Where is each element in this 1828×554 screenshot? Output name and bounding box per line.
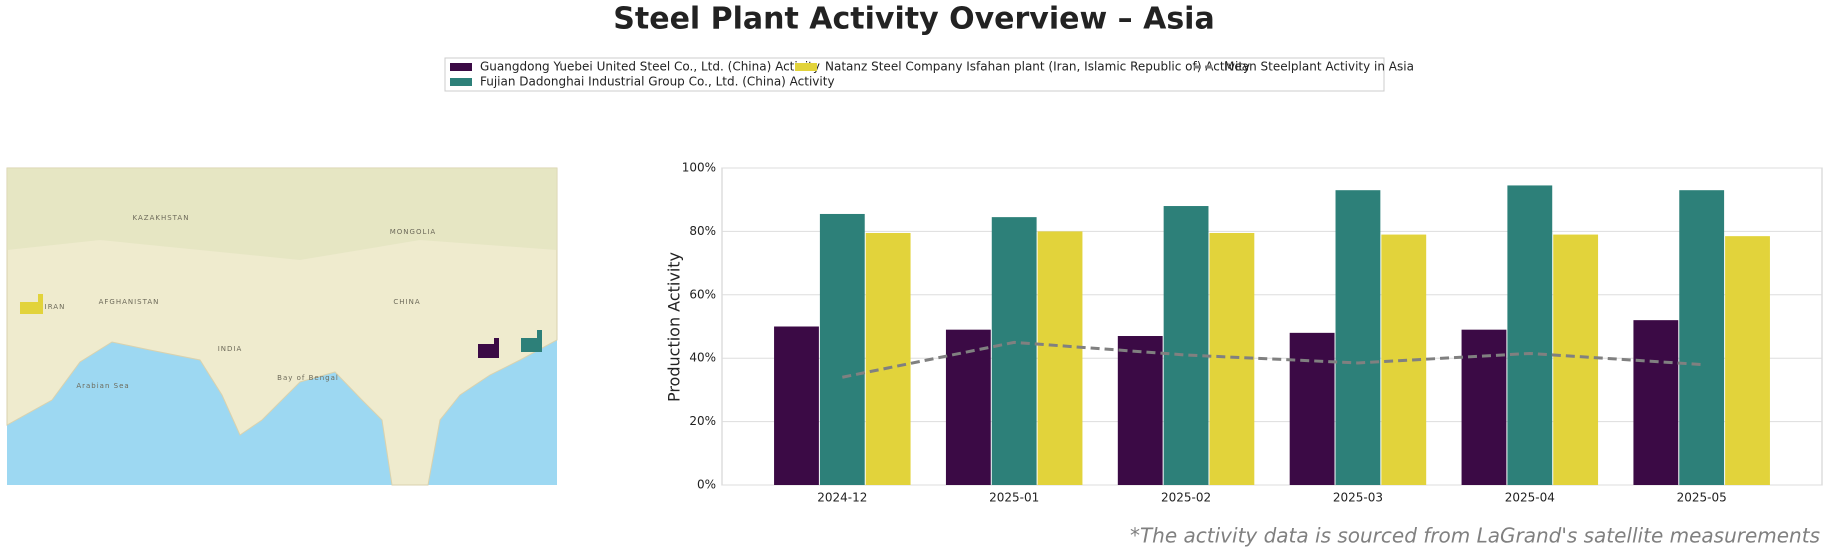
y-tick-label: 0% — [697, 478, 716, 492]
bar — [1037, 231, 1083, 485]
y-tick-label: 100% — [682, 161, 716, 175]
bar — [1507, 185, 1553, 485]
y-tick-label: 80% — [689, 224, 716, 238]
x-tick-label: 2025-05 — [1677, 491, 1727, 505]
legend-label: Fujian Dadonghai Industrial Group Co., L… — [480, 75, 835, 89]
factory-icon — [20, 294, 43, 314]
bar — [1725, 236, 1770, 485]
bar — [1163, 206, 1209, 486]
legend-box — [444, 57, 1385, 92]
map-label: AFGHANISTAN — [99, 298, 160, 306]
x-tick-label: 2025-03 — [1333, 491, 1383, 505]
y-axis-label: Production Activity — [665, 252, 684, 402]
footnote: *The activity data is sourced from LaGra… — [1130, 524, 1820, 548]
bar — [865, 232, 911, 485]
map-label: CHINA — [393, 298, 420, 306]
bar — [1461, 329, 1507, 485]
legend-label: Guangdong Yuebei United Steel Co., Ltd. … — [480, 60, 820, 74]
map — [6, 167, 558, 486]
x-tick-label: 2025-04 — [1505, 491, 1555, 505]
y-tick-label: 20% — [689, 414, 716, 428]
bar — [774, 326, 819, 485]
map-label: IRAN — [45, 303, 66, 311]
bar — [819, 213, 865, 485]
legend-label: Natanz Steel Company Isfahan plant (Iran… — [825, 60, 1250, 74]
bar — [1117, 336, 1163, 485]
x-tick-label: 2025-01 — [989, 491, 1039, 505]
map-label: KAZAKHSTAN — [133, 214, 190, 222]
map-label: MONGOLIA — [390, 228, 436, 236]
bar — [1289, 332, 1335, 485]
x-tick-label: 2024-12 — [817, 491, 867, 505]
mean-line — [842, 340, 1702, 379]
legend-swatch — [795, 63, 817, 71]
legend-swatch — [450, 78, 472, 86]
legend-label: Mean Steelplant Activity in Asia — [1224, 60, 1414, 74]
map-label: Arabian Sea — [76, 382, 129, 390]
y-tick-label: 40% — [689, 351, 716, 365]
bar — [1633, 320, 1679, 485]
map-label: Bay of Bengal — [277, 374, 339, 382]
map-steppe — [7, 168, 557, 260]
bar — [1335, 190, 1381, 485]
bar — [991, 217, 1037, 485]
y-tick-label: 60% — [689, 287, 716, 301]
bar — [1553, 234, 1599, 485]
factory-icon — [521, 330, 542, 352]
map-label: INDIA — [218, 345, 243, 353]
map-land — [6, 167, 558, 486]
chart-title: Steel Plant Activity Overview – Asia — [613, 2, 1214, 37]
factory-icon — [478, 338, 499, 358]
x-tick-label: 2025-02 — [1161, 491, 1211, 505]
bar — [1679, 190, 1725, 485]
legend-swatch — [450, 63, 472, 71]
